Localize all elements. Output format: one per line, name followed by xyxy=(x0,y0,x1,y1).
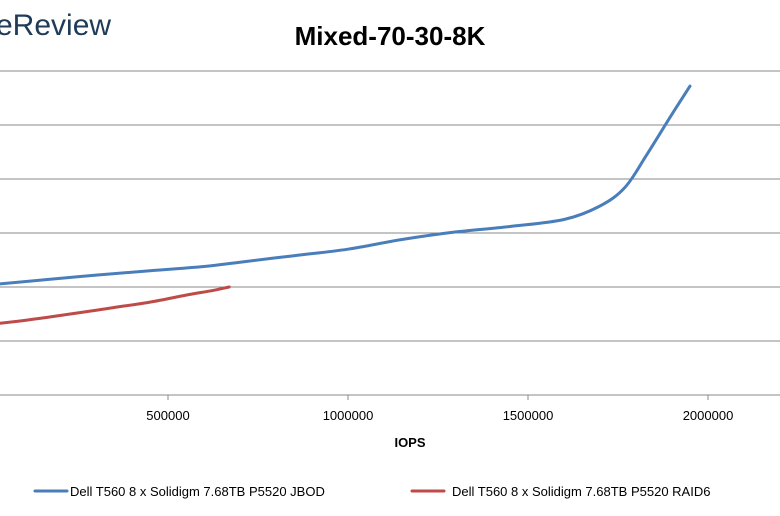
series-2-point xyxy=(149,301,151,303)
chart-title: Mixed-70-30-8K xyxy=(295,21,486,51)
x-tick-label: 2000000 xyxy=(683,408,734,423)
x-tick-label: 1500000 xyxy=(503,408,554,423)
series-1-point xyxy=(646,154,648,156)
series-line-2 xyxy=(0,285,231,325)
legend-label-1: Dell T560 8 x Solidigm 7.68TB P5520 JBOD xyxy=(70,484,325,499)
series-1-point xyxy=(599,205,601,207)
series-line-1 xyxy=(0,84,692,286)
series-1-point xyxy=(671,113,673,115)
series-1-point xyxy=(95,274,97,276)
series-1-point xyxy=(347,248,349,250)
series-2-point xyxy=(23,319,25,322)
series-2-point xyxy=(113,306,115,309)
series-1-point xyxy=(563,218,565,221)
series-1-point xyxy=(401,238,403,241)
series-1-point xyxy=(293,255,295,257)
x-axis-title: IOPS xyxy=(394,435,425,450)
plot-area: 500000 1000000 1500000 2000000 xyxy=(0,70,780,423)
x-tick-label: 500000 xyxy=(146,408,189,423)
series-2-point xyxy=(228,286,230,288)
series-1-point xyxy=(203,265,205,268)
x-tick-label: 1000000 xyxy=(323,408,374,423)
site-logo-text: eReview xyxy=(0,9,111,42)
series-1-point xyxy=(689,85,691,87)
series-1-point xyxy=(455,231,457,233)
legend-label-2: Dell T560 8 x Solidigm 7.68TB P5520 RAID… xyxy=(452,484,710,499)
series-1-point xyxy=(149,270,151,272)
series-1-point xyxy=(239,261,241,263)
series-1-point xyxy=(624,186,626,188)
series-1-point xyxy=(509,225,511,228)
series-2-point xyxy=(210,290,212,292)
series-1-point xyxy=(41,279,43,281)
legend: Dell T560 8 x Solidigm 7.68TB P5520 JBOD… xyxy=(33,484,710,499)
series-2-point xyxy=(77,312,79,314)
series-2-point xyxy=(185,294,187,296)
